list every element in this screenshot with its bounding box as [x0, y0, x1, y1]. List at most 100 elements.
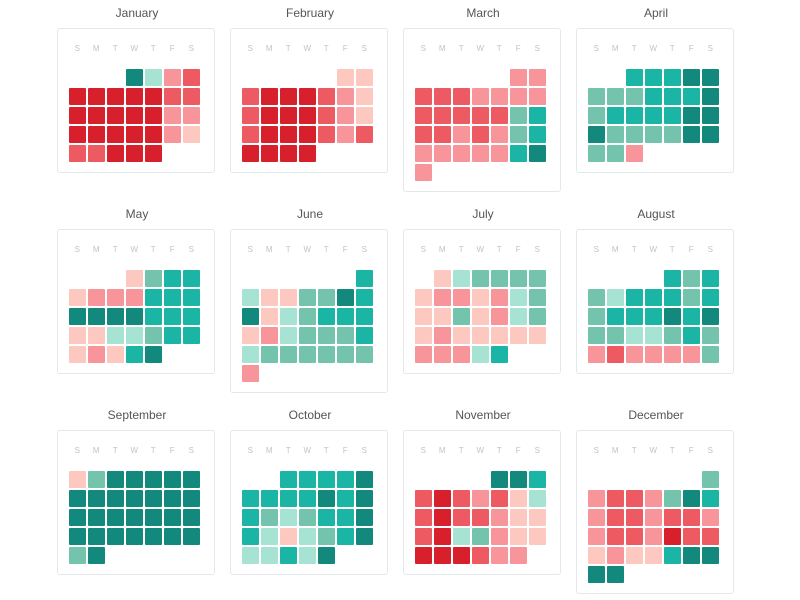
day-cell	[626, 88, 643, 105]
day-cell	[415, 346, 432, 363]
day-cell	[683, 528, 700, 545]
day-cell	[472, 126, 489, 143]
day-cell	[453, 528, 470, 545]
weekday-label: M	[438, 245, 447, 254]
weekday-label: W	[476, 446, 485, 455]
weekday-label: F	[342, 245, 349, 254]
day-cell	[683, 327, 700, 344]
day-cell	[588, 346, 605, 363]
day-cell	[510, 289, 527, 306]
day-cell	[88, 490, 105, 507]
day-cell	[88, 145, 105, 162]
day-cell	[626, 289, 643, 306]
weekday-label: F	[688, 245, 695, 254]
weekday-label: T	[631, 446, 638, 455]
day-cell	[645, 289, 662, 306]
day-cell	[491, 346, 508, 363]
weekday-label: W	[476, 44, 485, 53]
day-cell	[491, 145, 508, 162]
weekday-label: W	[130, 245, 139, 254]
day-cell	[415, 308, 432, 325]
day-cell	[318, 547, 335, 564]
weekday-label: W	[476, 245, 485, 254]
weekday-label: S	[420, 446, 427, 455]
weekday-label: F	[688, 446, 695, 455]
day-cell	[242, 509, 259, 526]
day-cell	[88, 327, 105, 344]
weekday-label: T	[285, 245, 292, 254]
weekday-label: S	[420, 44, 427, 53]
day-cell	[702, 471, 719, 488]
day-cell	[664, 270, 681, 287]
day-cell	[472, 490, 489, 507]
weekday-label: M	[611, 245, 620, 254]
day-cell	[434, 308, 451, 325]
day-cell	[107, 308, 124, 325]
day-cell	[472, 88, 489, 105]
day-cell	[299, 289, 316, 306]
day-cell	[683, 107, 700, 124]
day-cell	[280, 528, 297, 545]
day-cell	[415, 289, 432, 306]
day-cell	[607, 509, 624, 526]
day-cell	[164, 509, 181, 526]
day-cell	[453, 145, 470, 162]
day-cell	[242, 107, 259, 124]
weekday-label: T	[669, 446, 676, 455]
day-cell	[415, 126, 432, 143]
day-cell	[69, 308, 86, 325]
weekday-label: S	[707, 245, 714, 254]
day-cell	[702, 69, 719, 86]
day-cell	[491, 490, 508, 507]
weekday-label: M	[438, 44, 447, 53]
day-cell	[183, 126, 200, 143]
day-cell	[702, 509, 719, 526]
day-cell	[415, 145, 432, 162]
weekday-label: S	[593, 44, 600, 53]
day-cell	[337, 69, 354, 86]
day-cell	[356, 88, 373, 105]
day-cell	[164, 490, 181, 507]
day-cell	[588, 145, 605, 162]
day-cell	[529, 308, 546, 325]
day-cell	[472, 327, 489, 344]
weekday-label: M	[265, 44, 274, 53]
day-cell	[510, 528, 527, 545]
weekday-label: T	[458, 44, 465, 53]
day-cell	[261, 145, 278, 162]
day-cell	[683, 270, 700, 287]
day-cell	[472, 509, 489, 526]
weekday-label: W	[649, 245, 658, 254]
day-cell	[261, 88, 278, 105]
weekday-label: T	[496, 446, 503, 455]
weekday-label: T	[285, 446, 292, 455]
day-cell	[107, 471, 124, 488]
weekday-label: W	[649, 446, 658, 455]
day-cell	[510, 145, 527, 162]
day-cell	[107, 126, 124, 143]
day-cell	[588, 547, 605, 564]
day-cell	[415, 88, 432, 105]
weekday-label: W	[303, 44, 312, 53]
day-cell	[510, 126, 527, 143]
day-cell	[126, 327, 143, 344]
month-title: August	[637, 207, 675, 221]
day-cell	[453, 490, 470, 507]
day-cell	[626, 69, 643, 86]
day-cell	[126, 69, 143, 86]
day-cell	[415, 547, 432, 564]
day-cell	[645, 107, 662, 124]
day-cell	[472, 145, 489, 162]
day-cell	[664, 88, 681, 105]
weekday-label: T	[112, 245, 119, 254]
day-cell	[337, 289, 354, 306]
day-cell	[702, 270, 719, 287]
day-cell	[453, 270, 470, 287]
weekday-label: F	[169, 44, 176, 53]
day-cell	[107, 327, 124, 344]
day-cell	[107, 145, 124, 162]
day-cell	[588, 308, 605, 325]
day-cell	[145, 308, 162, 325]
weekday-label: F	[515, 245, 522, 254]
